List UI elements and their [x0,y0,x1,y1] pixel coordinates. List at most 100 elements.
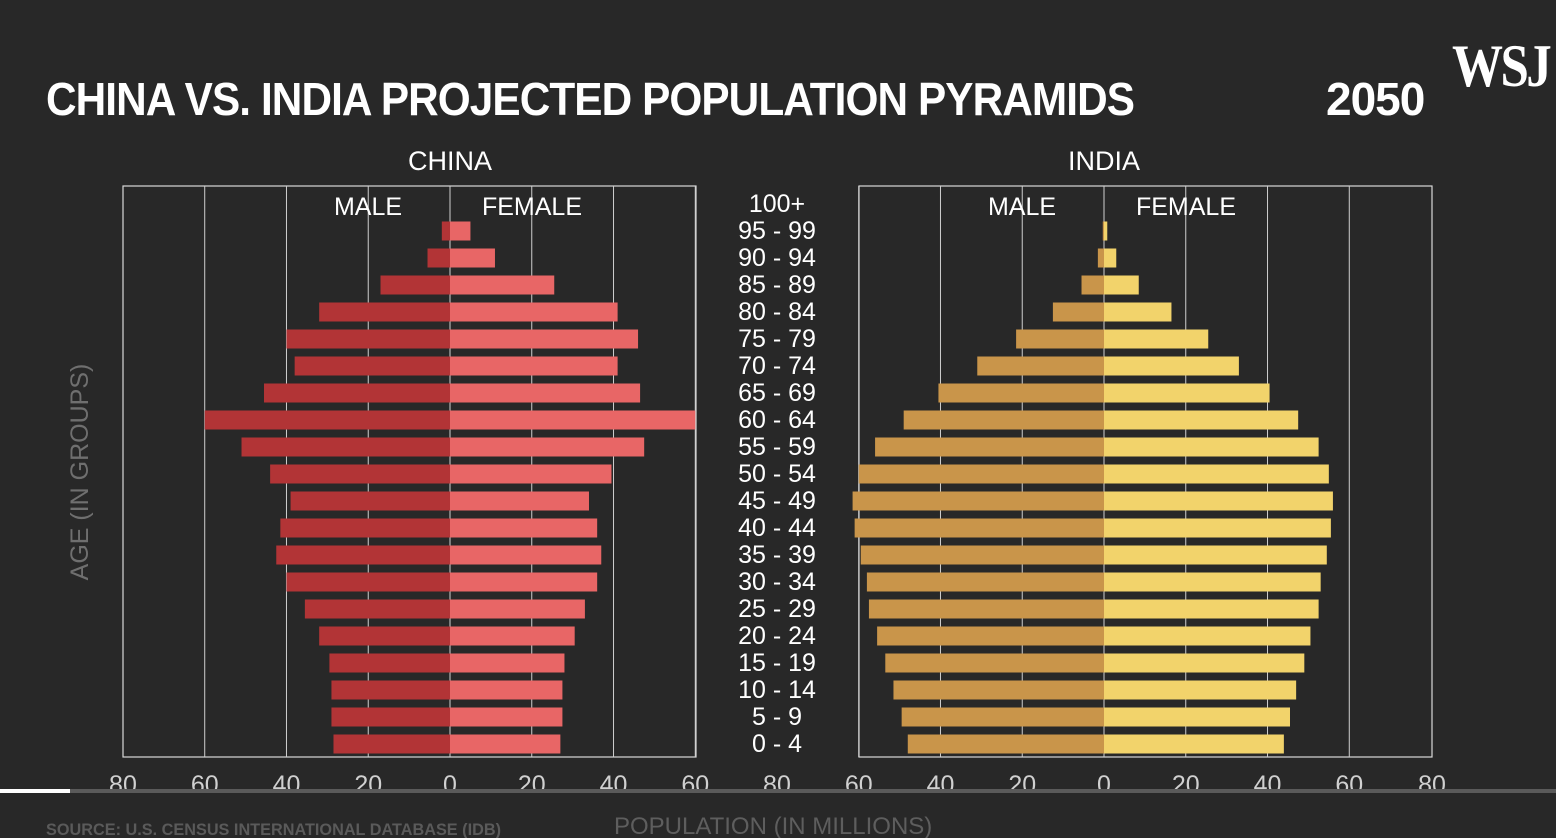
bar-india-female-12 [1104,518,1331,538]
x-tick-label: 60 [1335,771,1363,799]
bar-china-female-16 [450,626,575,646]
x-tick-label: 80 [763,771,791,799]
bar-china-female-7 [450,383,641,403]
bar-india-female-9 [1104,437,1319,457]
bar-china-female-5 [450,329,639,349]
bar-china-female-12 [450,518,598,538]
x-tick-label: 0 [1097,771,1111,799]
x-tick-label: 20 [518,771,546,799]
age-group-label: 20 - 24 [738,622,816,650]
age-group-label: 25 - 29 [738,595,816,623]
bar-india-male-9 [875,437,1104,457]
bar-china-male-15 [304,599,450,619]
male-label-india: MALE [988,193,1056,221]
bar-india-male-12 [854,518,1104,538]
age-group-label: 45 - 49 [738,487,816,515]
bar-india-male-14 [866,572,1104,592]
bar-china-male-20 [333,734,450,754]
bar-india-female-11 [1104,491,1333,511]
x-tick-label: 60 [845,771,873,799]
age-group-label: 15 - 19 [738,649,816,677]
plot-frame-0 [122,185,697,758]
age-group-label: 95 - 99 [738,217,816,245]
age-group-label: 80 - 84 [738,298,816,326]
x-tick-label: 40 [927,771,955,799]
bar-china-male-5 [286,329,450,349]
bar-china-male-12 [280,518,450,538]
bar-india-male-7 [938,383,1104,403]
video-progress-fill [0,789,71,793]
bar-india-male-17 [885,653,1104,673]
age-group-label: 100+ [749,190,805,218]
bar-china-male-6 [294,356,450,376]
bar-china-female-14 [450,572,598,592]
bar-china-female-11 [450,491,589,511]
bar-china-female-8 [450,410,696,430]
bar-china-female-4 [450,302,618,322]
age-group-label: 50 - 54 [738,460,816,488]
bar-india-female-1 [1104,221,1108,241]
bar-china-male-4 [319,302,450,322]
bar-india-male-19 [901,707,1104,727]
x-tick-label: 0 [443,771,457,799]
bar-india-female-20 [1104,734,1284,754]
bar-india-female-8 [1104,410,1299,430]
bar-india-female-13 [1104,545,1327,565]
age-group-label: 55 - 59 [738,433,816,461]
bar-china-female-2 [450,248,495,268]
bar-india-male-5 [1016,329,1104,349]
age-group-label: 10 - 14 [738,676,816,704]
bar-india-female-5 [1104,329,1209,349]
female-label-india: FEMALE [1136,193,1236,221]
bar-china-female-3 [450,275,555,295]
bar-india-male-2 [1097,248,1104,268]
bar-layer [204,221,1333,754]
bar-india-male-20 [907,734,1104,754]
age-group-label: 90 - 94 [738,244,816,272]
age-group-label: 40 - 44 [738,514,816,542]
bar-india-female-7 [1104,383,1270,403]
x-tick-label: 40 [273,771,301,799]
wsj-logo: WSJ [1452,33,1552,99]
bar-india-female-17 [1104,653,1305,673]
bar-china-male-3 [380,275,450,295]
x-tick-label: 40 [1254,771,1282,799]
bar-china-female-13 [450,545,602,565]
bar-india-male-1 [1102,221,1104,241]
bar-india-female-4 [1104,302,1172,322]
bar-india-female-14 [1104,572,1321,592]
bar-india-female-18 [1104,680,1297,700]
bar-india-male-3 [1081,275,1104,295]
video-progress-bar[interactable] [0,789,1556,793]
age-group-label: 5 - 9 [752,703,802,731]
bar-china-female-18 [450,680,563,700]
bar-india-male-11 [852,491,1104,511]
bar-india-female-2 [1104,248,1117,268]
bar-india-male-4 [1052,302,1104,322]
bar-india-female-19 [1104,707,1291,727]
x-tick-label: 60 [191,771,219,799]
year-label: 2050 [1326,73,1425,125]
x-tick-label: 20 [354,771,382,799]
x-tick-label: 20 [1172,771,1200,799]
bar-china-male-17 [329,653,450,673]
age-group-label: 85 - 89 [738,271,816,299]
bar-india-male-18 [893,680,1104,700]
bar-china-female-17 [450,653,565,673]
bar-china-male-10 [270,464,450,484]
panel-title-india: INDIA [1068,146,1140,176]
bar-china-male-11 [290,491,450,511]
chart-title: CHINA VS. INDIA PROJECTED POPULATION PYR… [46,73,1135,125]
x-tick-label: 80 [109,771,137,799]
bar-china-female-19 [450,707,563,727]
age-group-label: 35 - 39 [738,541,816,569]
bar-china-female-9 [450,437,645,457]
bar-china-male-2 [427,248,450,268]
panel-title-china: CHINA [408,146,492,176]
bar-india-female-3 [1104,275,1139,295]
bar-china-female-6 [450,356,618,376]
bar-china-male-9 [241,437,450,457]
